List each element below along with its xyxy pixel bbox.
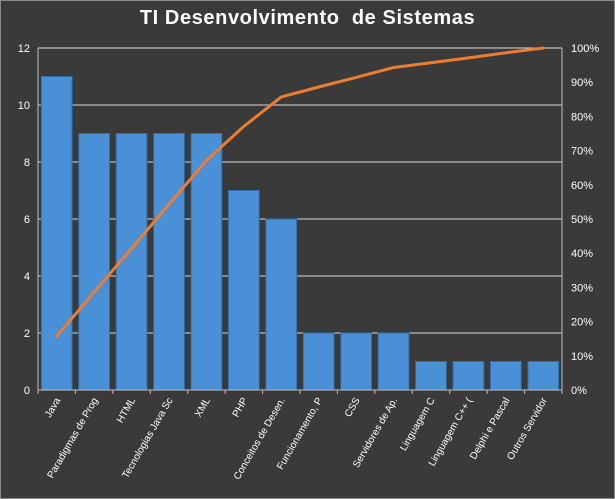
bar [228, 190, 260, 391]
y-tick-label-right: 90% [571, 77, 593, 89]
y-tick-label-left: 6 [24, 214, 30, 226]
y-tick-label-left: 4 [24, 271, 30, 283]
y-tick-label-right: 100% [571, 43, 599, 55]
bar [302, 332, 335, 391]
y-tick-label-right: 10% [571, 351, 593, 363]
y-tick-label-right: 40% [571, 248, 593, 260]
y-tick-label-right: 0% [571, 385, 587, 397]
bar [415, 361, 447, 391]
bar [265, 218, 298, 391]
y-tick-label-right: 50% [571, 214, 593, 226]
bar [153, 133, 185, 391]
bar [78, 133, 110, 391]
bar [190, 133, 223, 391]
y-tick-label-left: 8 [24, 157, 30, 169]
x-category-label: XML [193, 396, 213, 420]
y-tick-label-left: 12 [18, 43, 30, 55]
x-category-label: HTML [115, 396, 138, 425]
y-tick-label-left: 10 [18, 100, 30, 112]
x-category-label: CSS [343, 396, 363, 420]
x-category-label: Java [43, 396, 63, 420]
bar [452, 361, 485, 391]
x-category-label: PHP [231, 396, 251, 420]
y-tick-label-right: 80% [571, 111, 593, 123]
cumulative-percent-line [55, 46, 545, 338]
x-category-label: Delphi e Pascal [468, 396, 512, 462]
bar [40, 76, 73, 391]
bar [377, 332, 410, 391]
x-category-label: Outros Servidor [505, 395, 550, 462]
bar [490, 361, 522, 391]
bar [340, 332, 372, 391]
y-tick-label-right: 60% [571, 180, 593, 192]
y-tick-label-right: 30% [571, 282, 593, 294]
y-tick-label-left: 2 [24, 328, 30, 340]
y-tick-label-right: 70% [571, 146, 593, 158]
bar [527, 361, 560, 391]
y-tick-label-left: 0 [24, 385, 30, 397]
y-tick-label-right: 20% [571, 317, 593, 329]
x-category-label: Linguagem C [398, 396, 437, 453]
chart-title: TI Desenvolvimento de Sistemas [139, 7, 476, 29]
